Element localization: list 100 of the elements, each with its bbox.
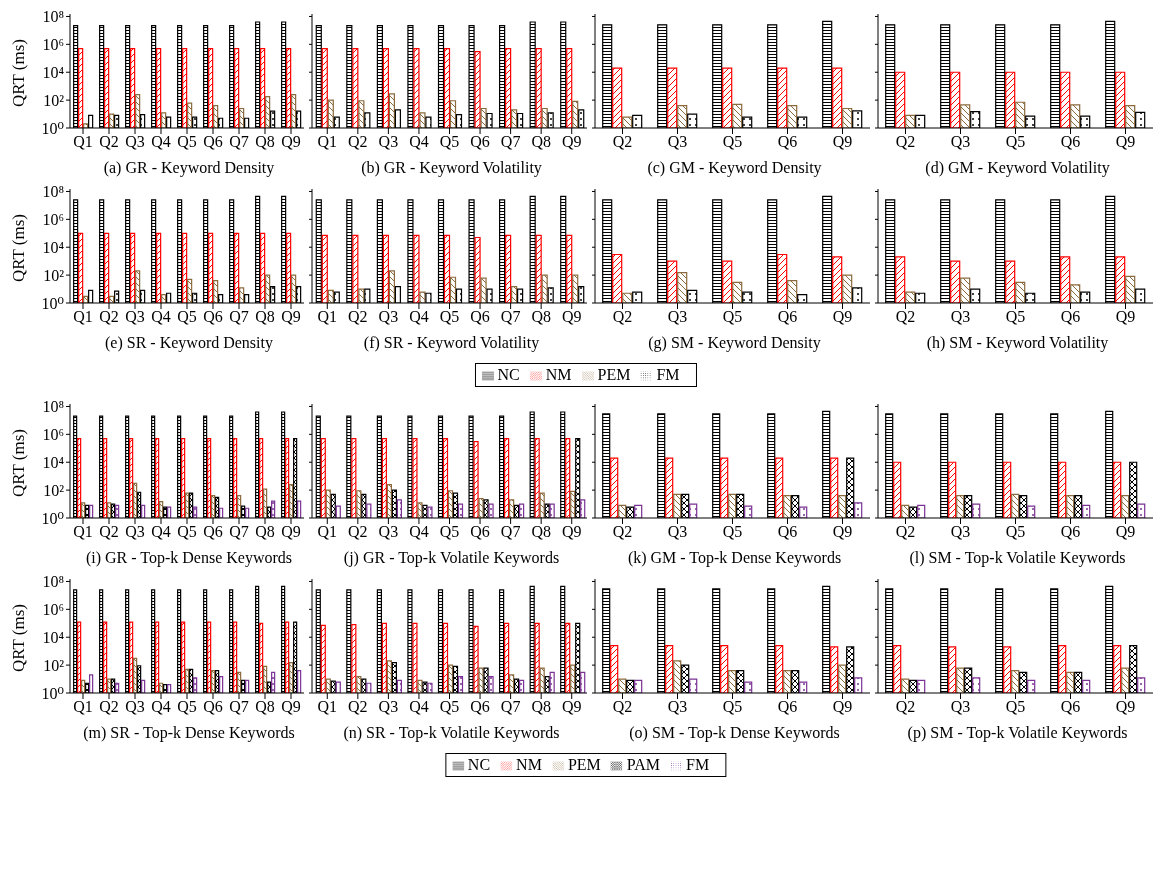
x-tick-label: Q4 xyxy=(409,133,429,151)
x-tick-label: Q5 xyxy=(177,308,197,326)
x-tick-label: Q5 xyxy=(722,523,743,541)
x-tick-label: Q8 xyxy=(531,133,551,151)
x-tick-label: Q2 xyxy=(612,523,633,541)
legend-label: PAM xyxy=(626,756,661,773)
x-tick-label: Q3 xyxy=(125,308,145,326)
x-tick-label: Q3 xyxy=(667,133,688,151)
y-tick-label: 10⁶ xyxy=(42,601,64,619)
x-tick-label: Q6 xyxy=(777,523,798,541)
y-axis-title: QRT (ms) xyxy=(9,428,29,498)
x-tick-label: Q1 xyxy=(317,308,338,326)
text: (h) SM - Keyword Volatility xyxy=(925,333,1110,352)
x-tick-label: Q6 xyxy=(203,698,223,716)
y-axis-title: QRT (ms) xyxy=(9,38,29,108)
y-tick-label: 10⁸ xyxy=(42,573,64,591)
x-tick-label: Q9 xyxy=(832,523,853,541)
x-tick-label: Q3 xyxy=(950,523,971,541)
x-tick-label: Q6 xyxy=(203,308,223,326)
x-tick-label: Q2 xyxy=(348,308,368,326)
x-tick-label: Q3 xyxy=(950,698,971,716)
x-tick-label: Q7 xyxy=(500,308,521,326)
x-tick-label: Q8 xyxy=(255,308,275,326)
x-tick-label: Q6 xyxy=(1060,308,1081,326)
x-tick-label: Q6 xyxy=(777,698,798,716)
x-tick-label: Q2 xyxy=(348,523,368,541)
y-tick-label: 10⁰ xyxy=(41,294,64,312)
x-tick-label: Q8 xyxy=(531,523,551,541)
x-tick-label: Q2 xyxy=(348,698,368,716)
x-tick-label: Q1 xyxy=(73,133,93,151)
legend-label: NC xyxy=(497,366,520,383)
x-tick-label: Q6 xyxy=(203,523,223,541)
x-tick-label: Q8 xyxy=(255,523,275,541)
legend-label: NM xyxy=(545,366,572,383)
legend-label: PEM xyxy=(567,756,601,773)
x-tick-label: Q6 xyxy=(1060,523,1081,541)
x-tick-label: Q3 xyxy=(125,523,145,541)
x-tick-label: Q1 xyxy=(73,523,93,541)
text: (n) SR - Top-k Volatile Keywords xyxy=(342,723,561,742)
text: (d) GM - Keyword Volatility xyxy=(924,158,1111,177)
x-tick-label: Q2 xyxy=(612,308,633,326)
x-tick-label: Q5 xyxy=(722,308,743,326)
x-tick-label: Q3 xyxy=(378,523,399,541)
x-tick-label: Q7 xyxy=(500,133,521,151)
x-tick-label: Q3 xyxy=(125,698,145,716)
x-tick-label: Q4 xyxy=(151,698,171,716)
legend-label: NM xyxy=(516,756,542,773)
x-tick-label: Q7 xyxy=(500,523,521,541)
legend-label: NC xyxy=(467,756,491,773)
text: (p) SM - Top-k Volatile Keywords xyxy=(906,723,1129,742)
x-tick-label: Q9 xyxy=(281,698,301,716)
x-tick-label: Q3 xyxy=(667,308,688,326)
x-tick-label: Q5 xyxy=(1005,308,1026,326)
text: (g) SM - Keyword Density xyxy=(647,333,822,352)
y-tick-label: 10² xyxy=(43,656,65,674)
x-tick-label: Q8 xyxy=(531,698,551,716)
x-tick-label: Q1 xyxy=(317,133,338,151)
text: (a) GR - Keyword Density xyxy=(102,158,276,177)
text: (k) GM - Top-k Dense Keywords xyxy=(626,548,843,567)
text: (c) GM - Keyword Density xyxy=(646,158,823,177)
x-tick-label: Q9 xyxy=(1115,308,1136,326)
x-tick-label: Q2 xyxy=(612,698,633,716)
x-tick-label: Q9 xyxy=(832,308,853,326)
x-tick-label: Q3 xyxy=(378,308,399,326)
x-tick-label: Q6 xyxy=(777,133,798,151)
x-tick-label: Q9 xyxy=(832,698,853,716)
x-tick-label: Q2 xyxy=(895,523,916,541)
text: (l) SM - Top-k Volatile Keywords xyxy=(908,548,1127,567)
x-tick-label: Q3 xyxy=(378,133,399,151)
x-tick-label: Q6 xyxy=(1060,698,1081,716)
x-tick-label: Q2 xyxy=(99,698,119,716)
y-tick-label: 10⁸ xyxy=(42,398,64,416)
x-tick-label: Q3 xyxy=(667,698,688,716)
x-tick-label: Q5 xyxy=(439,523,460,541)
x-tick-label: Q4 xyxy=(409,523,429,541)
x-tick-label: Q9 xyxy=(561,698,582,716)
x-tick-label: Q5 xyxy=(722,133,743,151)
x-tick-label: Q5 xyxy=(177,133,197,151)
y-tick-label: 10² xyxy=(43,91,65,109)
x-tick-label: Q2 xyxy=(895,133,916,151)
x-tick-label: Q2 xyxy=(612,133,633,151)
y-tick-label: 10⁴ xyxy=(42,628,65,646)
x-tick-label: Q9 xyxy=(832,133,853,151)
x-tick-label: Q6 xyxy=(470,133,490,151)
x-tick-label: Q5 xyxy=(1005,523,1026,541)
x-tick-label: Q9 xyxy=(561,133,582,151)
y-tick-label: 10⁰ xyxy=(41,509,64,527)
y-tick-label: 10² xyxy=(43,481,65,499)
x-tick-label: Q2 xyxy=(99,523,119,541)
y-tick-label: 10⁶ xyxy=(42,211,64,229)
y-tick-label: 10⁴ xyxy=(42,453,65,471)
x-tick-label: Q5 xyxy=(177,698,197,716)
x-tick-label: Q9 xyxy=(561,308,582,326)
x-tick-label: Q2 xyxy=(99,133,119,151)
x-tick-label: Q5 xyxy=(1005,133,1026,151)
x-tick-label: Q2 xyxy=(348,133,368,151)
text: (m) SR - Top-k Dense Keywords xyxy=(82,723,296,742)
text: (i) GR - Top-k Dense Keywords xyxy=(84,548,294,567)
legend-label: FM xyxy=(656,366,680,383)
x-tick-label: Q2 xyxy=(99,308,119,326)
